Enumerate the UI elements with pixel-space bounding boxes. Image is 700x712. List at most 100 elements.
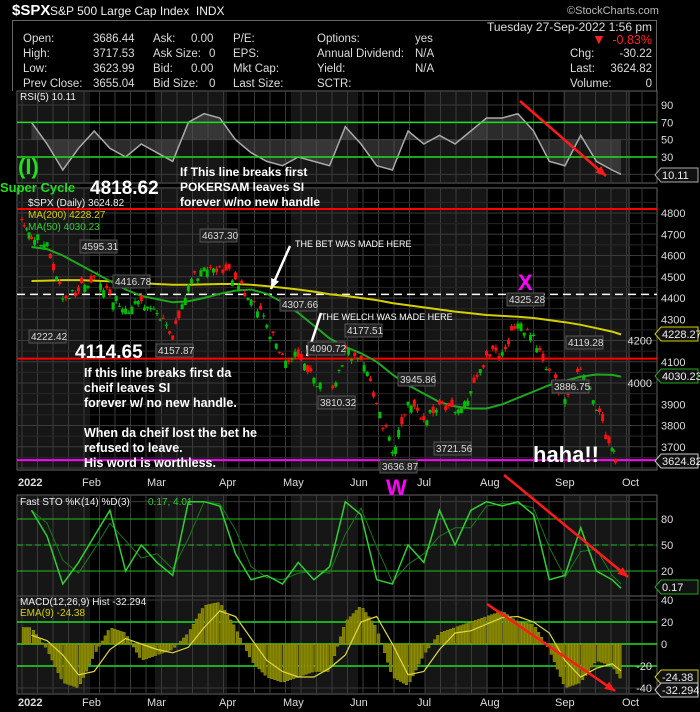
dividend-label: Annual Dividend: [317,48,404,60]
macd-hist-bar [79,643,83,684]
candle [547,368,551,371]
macd-hist-bar [166,643,170,652]
macd-hist-bar [194,618,198,645]
mid-note-line: When da cheif lost the bet he [84,426,257,440]
white-pointer-arrow-icon-head [271,278,280,289]
stockcharts-brand[interactable]: ©StockCharts.com [567,5,659,17]
candle [419,418,423,420]
macd-hist-bar [511,618,515,645]
macd-hist-bar [354,610,358,645]
price-legend: $SPX (Daily) 3624.82 [28,198,125,209]
last-size-label: Last Size: [233,78,284,90]
candle [240,280,244,284]
candle [614,458,618,463]
month-label: Feb [82,477,101,489]
last-price-value: 3624.82 [662,456,700,468]
candle [302,363,306,371]
candle [494,347,498,351]
macd-hist-bar [307,643,311,674]
candle [378,411,382,419]
candle [45,242,49,247]
macd-hist-bar [599,643,603,663]
macd-hist-bar [383,643,387,653]
price-flag [344,323,383,338]
macd-hist-bar [141,643,145,660]
candle [274,343,278,349]
macd-hist-bar [612,643,616,670]
macd-hist-bar [163,643,167,653]
candle [161,317,165,319]
candle [447,403,451,406]
macd-hist-bar [160,643,164,654]
candle [255,311,259,318]
yield-label: Yield: [317,63,346,75]
macd-hist-bar [555,643,559,670]
bid-value: 0.00 [191,63,214,75]
candle [400,417,404,425]
price-flag [307,341,346,356]
price-flag-label: 4090.72 [310,344,347,355]
macd-hist-bar [417,643,421,665]
candle [299,354,303,361]
candle [92,275,96,277]
macd-hist-bar [244,643,248,651]
macd-hist-bar [518,622,522,645]
candle [431,406,435,414]
candle [77,287,81,292]
candle [588,388,592,390]
candle [180,304,184,310]
exchange: INDX [195,4,225,18]
macd-hist-bar [34,634,38,645]
rsi-legend: RSI(5) 10.11 [20,92,76,103]
candle [196,278,200,281]
macd-hist-bar [182,637,186,645]
ma200-value-box [654,326,699,342]
candle [412,399,416,407]
super-cycle-label: Super Cycle [0,180,75,195]
candle [158,319,162,321]
price-tick: 3900 [661,399,685,411]
candle [331,385,335,389]
candle [211,268,215,273]
candle [73,292,77,297]
macd-hist-bar [59,643,63,680]
price-tick: 4800 [661,208,685,220]
month-label: Aug [480,477,500,489]
low-label: Low: [23,63,48,75]
macd-hist-bar [235,631,239,645]
candle [227,264,231,269]
open-label: Open: [23,33,55,45]
rsi-value: 10.11 [662,170,689,182]
price-flag-label: 3886.75 [554,382,591,393]
candle [190,279,194,284]
candle [532,334,536,337]
macd-ema-line [31,610,622,678]
macd-hist-bar [247,643,251,658]
month-label: Jul [417,697,431,709]
macd-hist-bar [238,637,242,645]
candle [29,236,33,240]
candle [601,413,605,422]
candle [252,301,256,303]
candle [39,245,43,247]
macd-legend: MACD(12,26,9) Hist -32.294 [20,597,147,608]
candle [362,365,366,372]
macd-hist-bar [345,619,349,645]
candle [475,374,479,377]
price-flag-label: 4637.30 [202,231,239,242]
sto-d-line [31,501,622,585]
macd-hist-bar [427,643,431,649]
high-value: 3717.53 [93,48,135,60]
candle [22,225,26,227]
candle [287,360,291,363]
candle [58,281,62,285]
month-label: Jun [350,697,368,709]
sto-k-line [30,500,622,589]
macd-hist-bar [596,643,600,662]
w-mark: W [386,475,407,500]
mid-note-line: forever w/ no new handle. [84,396,237,410]
month-label: Mar [147,697,166,709]
low-value: 3623.99 [93,63,135,75]
macd-hist-bar [295,643,299,678]
